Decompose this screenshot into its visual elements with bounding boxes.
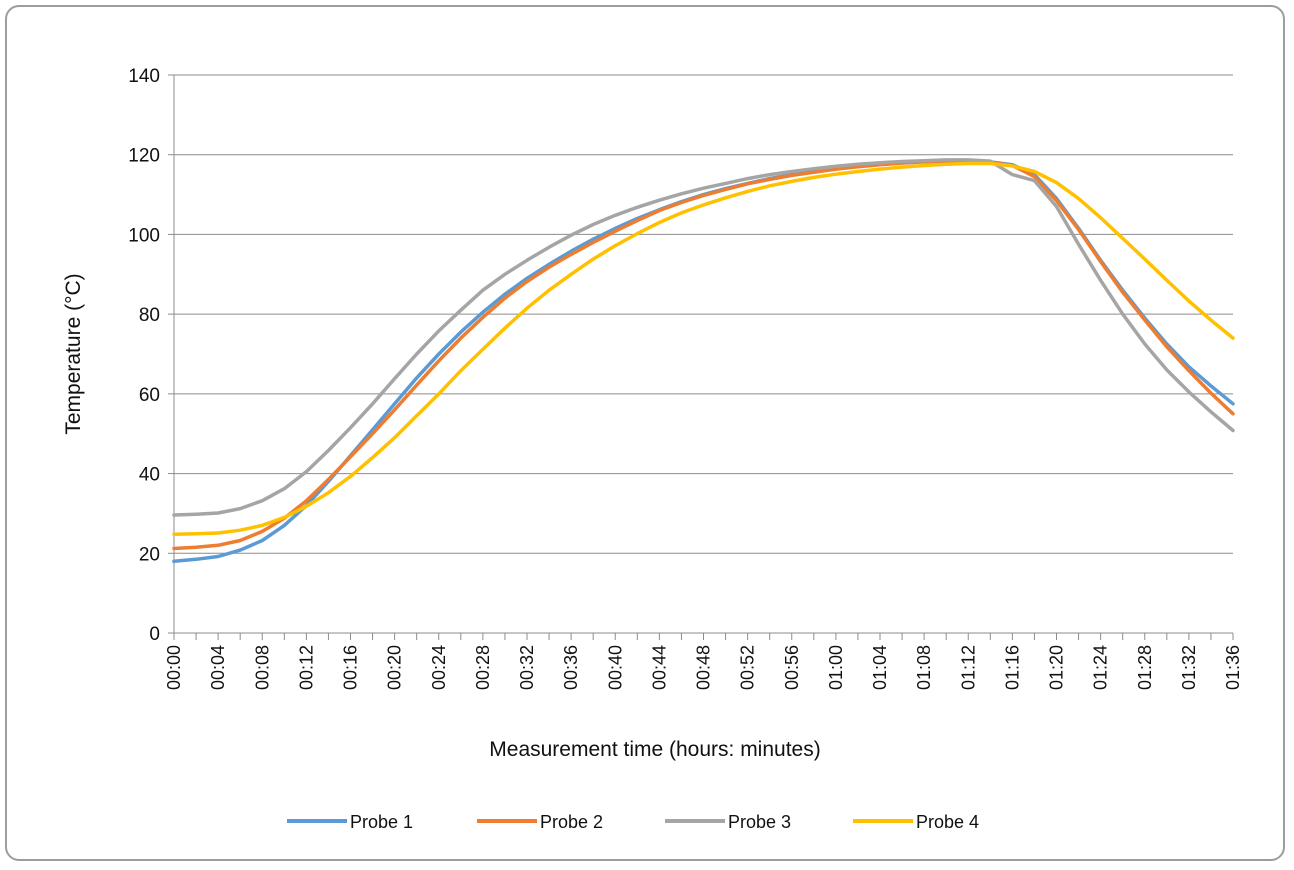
x-tick-label: 00:00: [164, 645, 184, 690]
chart-frame: [5, 5, 1285, 861]
x-axis-title: Measurement time (hours: minutes): [489, 738, 820, 761]
series-line-probe-3: [172, 158, 1235, 517]
series-line-probe-4: [172, 161, 1235, 536]
x-tick-label: 00:16: [341, 645, 361, 690]
x-tick-label: 00:48: [694, 645, 714, 690]
x-tick-label: 01:20: [1047, 645, 1067, 690]
x-tick-label: 00:12: [296, 645, 316, 690]
x-tick-labels: 00:00 00:04 00:08 00:12 00:16 00:20 00:24 00:28…: [164, 645, 1243, 690]
x-tick-label: 00:20: [385, 645, 405, 690]
x-tick-label: 01:32: [1179, 645, 1199, 690]
x-tick-label: 00:52: [738, 645, 758, 690]
legend-label-probe-2: Probe 2: [540, 812, 603, 832]
x-tick-label: 01:24: [1091, 645, 1111, 690]
y-tick-label: 80: [139, 305, 160, 326]
legend-label-probe-4: Probe 4: [916, 812, 979, 832]
x-tick-label: 00:36: [561, 645, 581, 690]
x-tick-label: 00:28: [473, 645, 493, 690]
legend-label-probe-3: Probe 3: [728, 812, 791, 832]
y-axis-title: Temperature (°C): [62, 273, 85, 434]
x-tick-label: 00:44: [649, 645, 669, 690]
x-tick-label: 00:40: [605, 645, 625, 690]
y-tick-label: 40: [139, 465, 160, 486]
y-tick-label: 140: [128, 66, 160, 87]
y-tick-label: 0: [149, 624, 160, 645]
x-tick-label: 01:00: [826, 645, 846, 690]
x-tick-label: 00:56: [782, 645, 802, 690]
legend: Probe 1 Probe 2 Probe 3 Probe 4: [287, 812, 979, 832]
x-tick-label: 01:28: [1135, 645, 1155, 690]
y-tick-labels: 0 20 40 60 80 100 120 140: [128, 66, 160, 645]
y-tick-label: 100: [128, 225, 160, 246]
x-tick-label: 01:08: [914, 645, 934, 690]
x-tick-label: 01:12: [958, 645, 978, 690]
x-tick-label: 01:36: [1223, 645, 1243, 690]
x-tick-label: 01:16: [1002, 645, 1022, 690]
y-tick-label: 60: [139, 385, 160, 406]
y-tick-label: 20: [139, 544, 160, 565]
series-line-probe-1: [172, 158, 1235, 564]
x-tick-label: 00:24: [429, 645, 449, 690]
x-tick-label: 00:08: [252, 645, 272, 690]
series-line-probe-2: [172, 159, 1235, 551]
legend-label-probe-1: Probe 1: [350, 812, 413, 832]
series-lines: [172, 158, 1235, 564]
axes: [173, 75, 1234, 640]
gridlines: [168, 74, 1233, 634]
x-tick-label: 01:04: [870, 645, 890, 690]
y-tick-label: 120: [128, 146, 160, 167]
x-tick-label: 00:32: [517, 645, 537, 690]
x-tick-label: 00:04: [208, 645, 228, 690]
